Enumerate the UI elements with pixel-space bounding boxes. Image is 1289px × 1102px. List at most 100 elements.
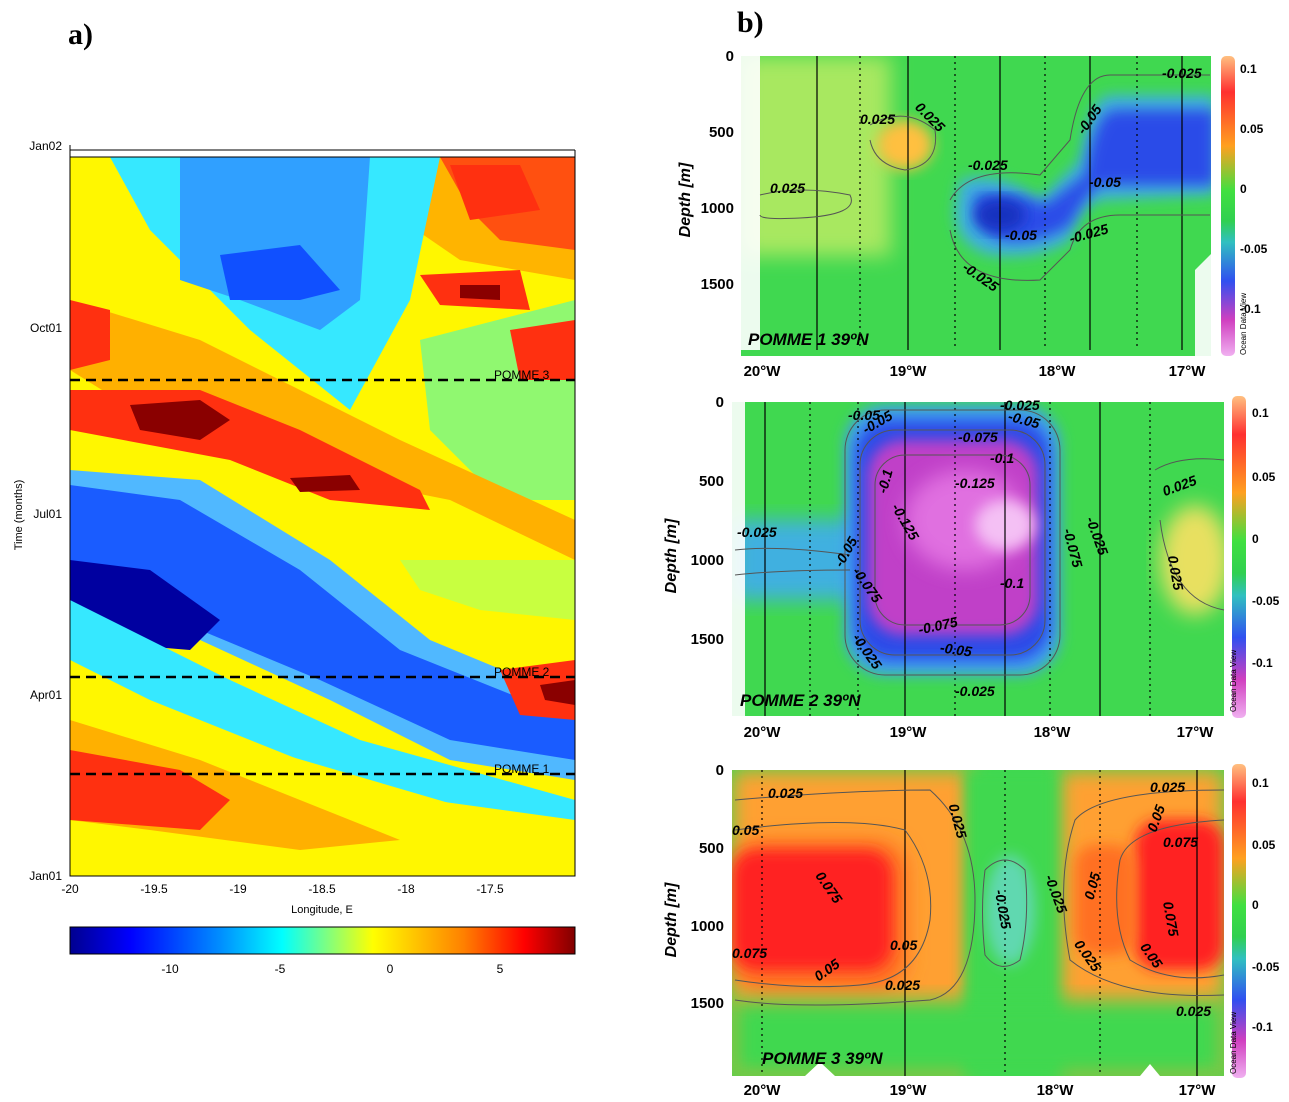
panel-b3-xticks: 20°W 19°W 18°W 17°W	[744, 1082, 1217, 1099]
panel-a-ylabel: Time (months)	[13, 480, 25, 551]
marker-pomme1: POMME 1	[494, 762, 550, 776]
ytick-apr01: Apr01	[30, 688, 62, 702]
b1-clab-7: -0.05	[1005, 227, 1037, 243]
panel-b2-stations	[764, 402, 1151, 716]
b2-clab-17: -0.05	[939, 639, 973, 659]
panel-b1-yticks: 0 500 1000 1500	[701, 48, 734, 293]
b2-clab-5: -0.1	[990, 450, 1014, 466]
b1-clab-5: -0.05	[1089, 174, 1121, 190]
panel-a-xlabel: Longitude, E	[291, 904, 353, 916]
b1-cbt-3: -0.05	[1240, 242, 1268, 256]
b3-clab-0: 0.025	[768, 785, 803, 801]
panel-b2-ylabel: Depth [m]	[663, 518, 680, 593]
panel-b1-xticks: 20°W 19°W 18°W 17°W	[744, 363, 1207, 380]
band-yellowgreen-mid	[400, 560, 575, 620]
b1-ytick-1500: 1500	[701, 276, 734, 293]
b3-clab-7: 0.025	[885, 977, 920, 993]
panel-b1-colorbar-ticks: 0.1 0.05 0 -0.05 -0.1 Ocean Data View	[1239, 62, 1268, 355]
ytick-jan02: Jan02	[29, 139, 62, 153]
panel-a-markers: POMME 3 POMME 2 POMME 1	[70, 368, 575, 776]
b1-odv-note: Ocean Data View	[1239, 293, 1248, 355]
b3-cbt-3: -0.05	[1252, 960, 1280, 974]
b3-clab-8: -0.025	[992, 888, 1015, 930]
b3-cbt-1: 0.05	[1252, 838, 1276, 852]
b3-clab-5: 0.05	[890, 937, 917, 953]
b2-cbt-4: -0.1	[1252, 656, 1273, 670]
b2-clab-2: -0.025	[1000, 397, 1040, 413]
b3-cbt-2: 0	[1252, 898, 1259, 912]
xtick-m18: -18	[397, 882, 415, 896]
ytick-jan01: Jan01	[29, 869, 62, 883]
b2-clab-0: -0.05	[848, 407, 880, 423]
b3-clab-14: 0.075	[1163, 834, 1198, 850]
b2-cbt-0: 0.1	[1252, 406, 1269, 420]
b2-clab-4: -0.075	[958, 429, 998, 445]
b3-clab-10: 0.05	[1081, 871, 1104, 902]
b3-ytick-0: 0	[716, 762, 724, 779]
b2-odv-note: Ocean Data View	[1229, 650, 1238, 712]
b3-ytick-500: 500	[699, 840, 724, 857]
b2-xtick-17w: 17°W	[1177, 724, 1215, 741]
b2-clab-12: -0.025	[737, 524, 777, 540]
b3-cbt-0: 0.1	[1252, 776, 1269, 790]
xtick-m19-5: -19.5	[140, 882, 168, 896]
cbar-tick-m10: -10	[161, 962, 179, 976]
b2-cbt-1: 0.05	[1252, 470, 1276, 484]
b1-clab-6: 0.025	[770, 180, 805, 196]
b1-clab-4: -0.025	[968, 157, 1008, 173]
panel-a-label: a)	[68, 18, 93, 51]
panel-a-colorbar-ticks: -10 -5 0 5	[161, 962, 503, 976]
panel-b1-title: POMME 1 39ºN	[748, 330, 869, 349]
b3-clab-17: 0.025	[1176, 1003, 1211, 1019]
b3-clab-2: 0.05	[732, 822, 759, 838]
b1-xtick-17w: 17°W	[1169, 363, 1207, 380]
xtick-m18-5: -18.5	[308, 882, 336, 896]
b3-ytick-1000: 1000	[691, 918, 724, 935]
b2-cbt-3: -0.05	[1252, 594, 1280, 608]
b3-xtick-20w: 20°W	[744, 1082, 782, 1099]
panel-a-yticks: Jan02 Oct01 Jul01 Apr01 Jan01	[29, 139, 62, 883]
b3-xtick-17w: 17°W	[1179, 1082, 1217, 1099]
b1-cbt-2: 0	[1240, 182, 1247, 196]
cbar-tick-m5: -5	[275, 962, 286, 976]
b3-clab-15: 0.075	[1160, 900, 1182, 937]
b2-clab-15: -0.1	[1000, 575, 1024, 591]
ytick-oct01: Oct01	[30, 321, 62, 335]
panel-b3-title: POMME 3 39ºN	[762, 1049, 883, 1068]
panel-b1-field	[741, 56, 1211, 356]
marker-pomme3: POMME 3	[494, 368, 550, 382]
band-dred-2	[290, 475, 360, 492]
panel-b2-field	[732, 402, 1224, 716]
panel-b3-yticks: 0 500 1000 1500	[691, 762, 724, 1012]
b2-cbt-2: 0	[1252, 532, 1259, 546]
xtick-m19: -19	[229, 882, 247, 896]
panel-b3-stations	[761, 770, 1198, 1076]
b3-ytick-1500: 1500	[691, 995, 724, 1012]
band-red-right-mid	[510, 320, 575, 380]
b3-clab-12: 0.025	[1150, 779, 1185, 795]
b1-cbt-1: 0.05	[1240, 122, 1264, 136]
cbar-tick-5: 5	[497, 962, 504, 976]
panel-b1-contours	[759, 74, 1210, 281]
b3-xtick-18w: 18°W	[1037, 1082, 1075, 1099]
b2-ytick-1500: 1500	[691, 631, 724, 648]
b3-odv-note: Ocean Data View	[1229, 1012, 1238, 1074]
panel-b3-contours	[734, 789, 1225, 1006]
b2-clab-20: 0.025	[1165, 554, 1187, 591]
panel-a-xticks: -20 -19.5 -19 -18.5 -18 -17.5	[61, 882, 504, 896]
b2-ytick-1000: 1000	[691, 552, 724, 569]
panel-b2-colorbar-ticks: 0.1 0.05 0 -0.05 -0.1 Ocean Data View	[1229, 406, 1280, 712]
b1-xtick-20w: 20°W	[744, 363, 782, 380]
panel-b2-yticks: 0 500 1000 1500	[691, 394, 724, 648]
b2-xtick-18w: 18°W	[1034, 724, 1072, 741]
b3-clab-4: 0.075	[732, 945, 767, 961]
panel-b3-colorbar-ticks: 0.1 0.05 0 -0.05 -0.1 Ocean Data View	[1229, 776, 1280, 1074]
b1-xtick-19w: 19°W	[890, 363, 928, 380]
b1-clab-0: -0.025	[1162, 65, 1202, 81]
band-red-topright	[450, 165, 540, 220]
b2-clab-7: -0.125	[955, 475, 995, 491]
xtick-m17-5: -17.5	[476, 882, 504, 896]
band-dred-apr	[540, 680, 575, 705]
cbar-tick-0: 0	[387, 962, 394, 976]
